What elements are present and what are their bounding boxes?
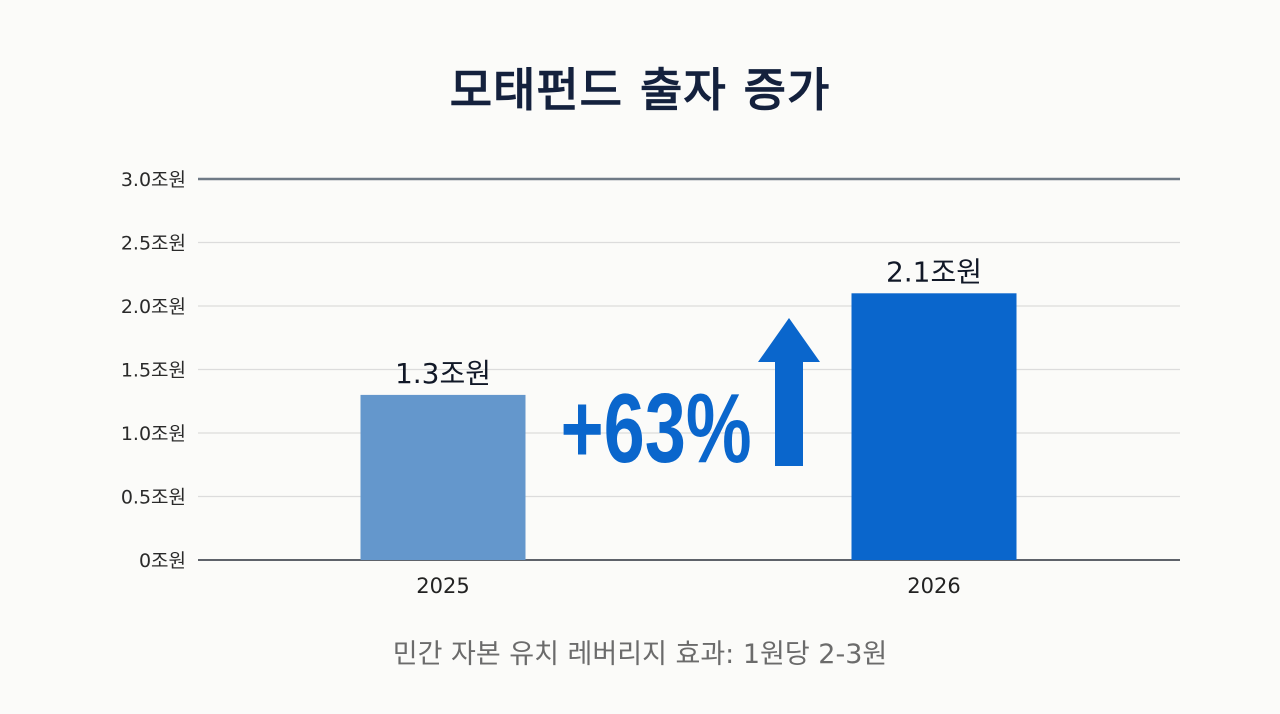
y-tick-label: 2.0조원 bbox=[121, 296, 186, 318]
gridlines bbox=[198, 177, 1180, 561]
bar-2025 bbox=[360, 394, 526, 560]
y-tick-label: 1.5조원 bbox=[121, 360, 186, 382]
x-tick-label: 2026 bbox=[907, 574, 960, 598]
x-axis-ticks: 2025 2026 bbox=[416, 574, 960, 598]
bar-value-label: 1.3조원 bbox=[395, 357, 491, 390]
y-tick-label: 0조원 bbox=[139, 550, 186, 572]
y-tick-label: 1.0조원 bbox=[121, 423, 186, 445]
growth-annotation: +63% bbox=[560, 318, 820, 483]
bars bbox=[360, 293, 1017, 560]
chart-title: 모태펀드 출자 증가 bbox=[449, 63, 831, 117]
value-labels: 1.3조원 2.1조원 bbox=[395, 255, 982, 390]
bar-value-label: 2.1조원 bbox=[886, 255, 982, 288]
bar-2026 bbox=[851, 293, 1017, 560]
x-tick-label: 2025 bbox=[416, 574, 469, 598]
y-tick-label: 3.0조원 bbox=[121, 169, 186, 191]
up-arrow-icon bbox=[758, 318, 820, 466]
y-axis-ticks: 0조원 0.5조원 1.0조원 1.5조원 2.0조원 2.5조원 3.0조원 bbox=[121, 169, 186, 572]
y-tick-label: 0.5조원 bbox=[121, 487, 186, 509]
growth-percent-label: +63% bbox=[560, 374, 751, 484]
y-tick-label: 2.5조원 bbox=[121, 233, 186, 255]
footnote: 민간 자본 유치 레버리지 효과: 1원당 2-3원 bbox=[392, 639, 888, 670]
